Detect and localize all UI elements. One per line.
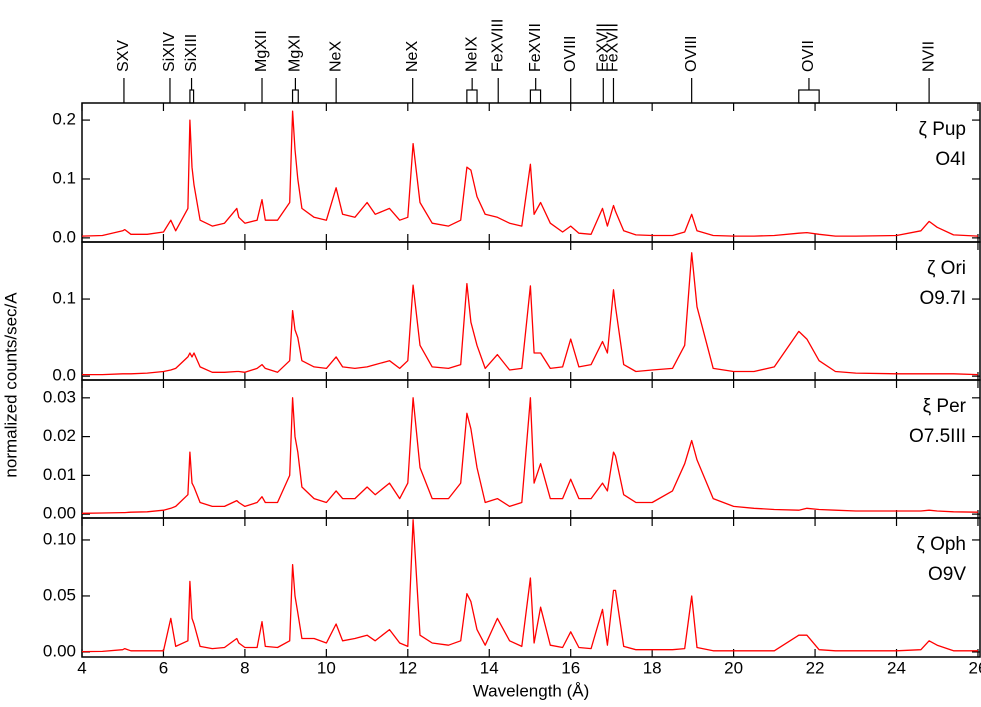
spectral-type: O9.7I [920,288,966,309]
y-tick-label: 0.0 [52,227,76,246]
line-id-bracket [466,89,478,104]
line-id-label: FeXVIII [489,19,506,72]
line-id-label: SiXIV [161,32,178,72]
x-tick-label: 4 [77,658,86,677]
line-id-label: MgXII [253,30,270,72]
line-id-label: OVII [800,40,817,72]
line-id-bracket [798,89,820,104]
y-tick-label: 0.01 [43,465,76,484]
y-tick-label: 0.00 [43,504,76,523]
panel-frame [81,241,981,381]
y-tick-label: 0.00 [43,641,76,660]
line-id-label: SXV [115,40,132,72]
y-axis-label: normalized counts/sec/A [1,292,20,478]
x-tick-label: 16 [561,658,580,677]
x-tick-label: 6 [159,658,168,677]
spectral-type: O4I [935,149,966,170]
x-tick-label: 10 [317,658,336,677]
x-tick-label: 18 [643,658,662,677]
x-tick-label: 26 [969,658,981,677]
star-name: ζ Oph [916,534,966,555]
y-tick-label: 0.03 [43,387,76,406]
y-tick-label: 0.10 [43,529,76,548]
y-tick-label: 0.05 [43,585,76,604]
star-name: ζ Pup [919,119,966,140]
line-id-bracket [291,89,299,104]
x-axis-label: Wavelength (Å) [473,681,590,700]
x-tick-label: 14 [480,658,499,677]
star-name: ζ Ori [927,258,966,279]
line-id-label: NeIX [463,36,480,72]
star-name: ξ Per [923,396,967,417]
x-tick-label: 8 [240,658,249,677]
x-tick-label: 20 [724,658,743,677]
line-id-bracket [189,89,195,104]
line-id-bracket [529,89,542,104]
y-tick-label: 0.1 [52,168,76,187]
line-id-label: NeX [404,41,421,72]
y-tick-label: 0.1 [52,289,76,308]
line-id-label: FeXVII [527,23,544,72]
line-id-label: NVII [920,41,937,72]
spectrum-line [81,397,979,514]
spectrum-line [82,252,979,376]
x-tick-label: 24 [887,658,906,677]
line-id-label: OVIII [562,36,579,72]
spectrum-line [81,110,979,237]
y-tick-label: 0.02 [43,426,76,445]
line-id-label: FeXVII [605,23,622,72]
spectral-type: O7.5III [909,426,966,447]
spectrum-line [81,519,978,653]
spectral-type: O9V [928,564,966,585]
x-tick-label: 22 [806,658,825,677]
line-id-label: FeXVII [595,23,612,72]
line-id-label: OVIII [683,36,700,72]
line-id-label: MgXI [287,35,304,72]
x-tick-label: 12 [398,658,417,677]
y-tick-label: 0.2 [52,110,76,129]
panel-frame [81,517,981,658]
line-id-label: SiXIII [183,34,200,72]
line-id-label: NeX [327,41,344,72]
y-tick-label: 0.0 [52,366,76,385]
